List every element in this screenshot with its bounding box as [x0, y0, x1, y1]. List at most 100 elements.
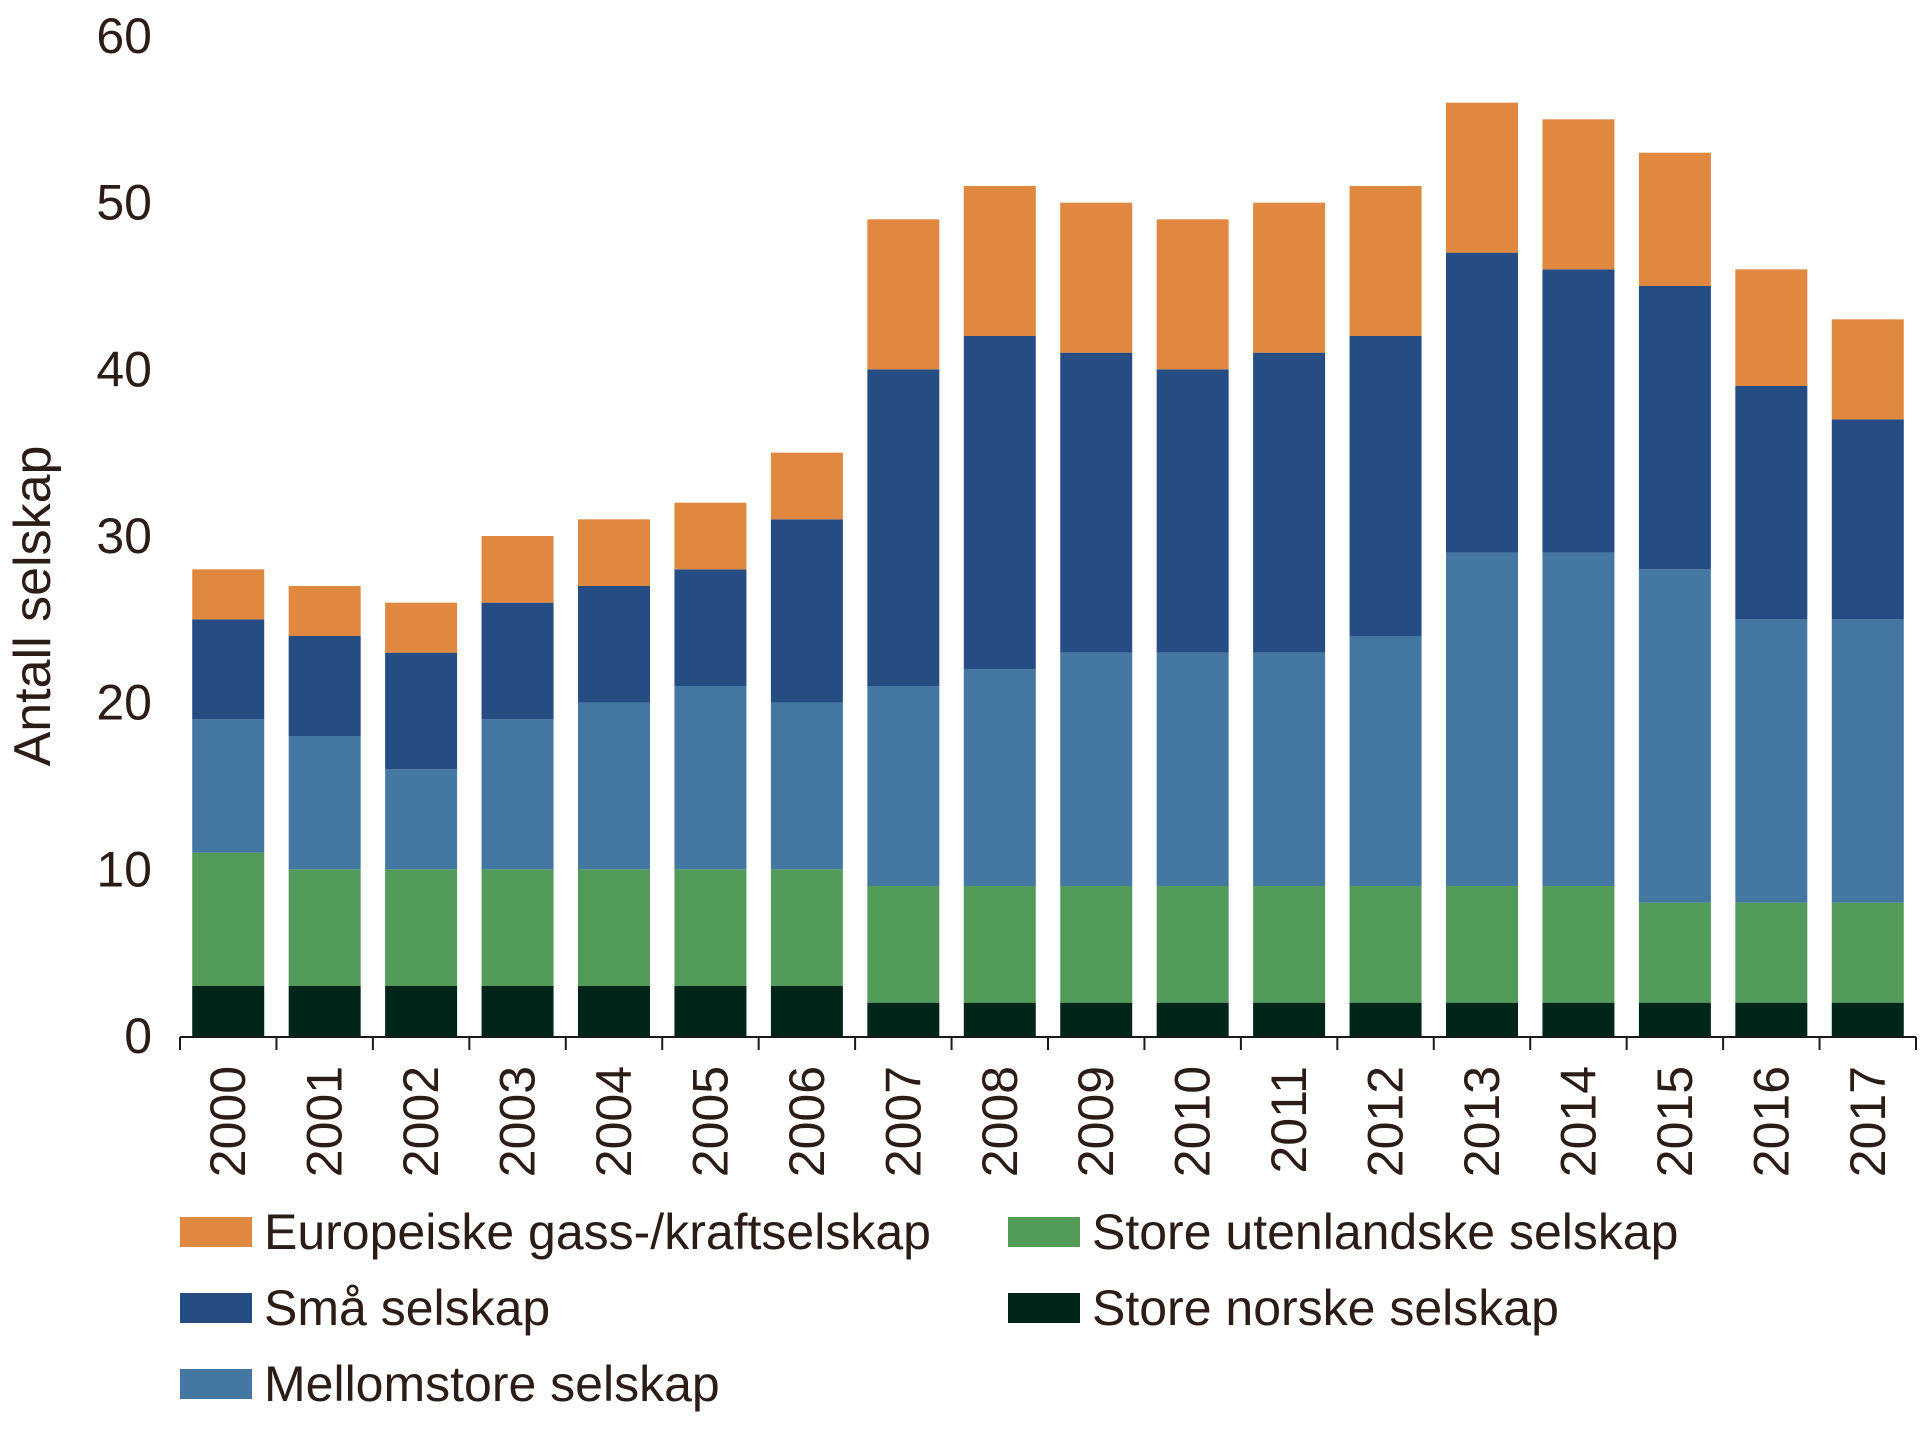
bar-group-2003 — [481, 536, 554, 1036]
x-tick-label-2015: 2015 — [1647, 1066, 1703, 1177]
bar-2000-series-1 — [192, 852, 265, 986]
bar-group-2000 — [192, 569, 265, 1036]
bar-2008-series-1 — [963, 886, 1036, 1003]
bar-2015-series-4 — [1638, 152, 1711, 286]
bar-group-2011 — [1253, 202, 1326, 1036]
bar-group-2017 — [1831, 319, 1904, 1036]
bar-group-2014 — [1542, 119, 1615, 1036]
legend-label: Store norske selskap — [1092, 1280, 1559, 1336]
bar-2015-series-1 — [1638, 902, 1711, 1003]
x-tick-label-2017: 2017 — [1840, 1066, 1896, 1177]
bar-2001-series-1 — [288, 869, 361, 986]
legend-swatch — [1008, 1217, 1080, 1247]
bar-2012-series-3 — [1349, 336, 1422, 636]
x-tick-label-2009: 2009 — [1068, 1066, 1124, 1177]
bar-2007-series-1 — [867, 886, 940, 1003]
bar-2016-series-4 — [1735, 269, 1808, 386]
bar-2001-series-2 — [288, 736, 361, 870]
bar-2008-series-0 — [963, 1002, 1036, 1036]
y-tick-label: 10 — [96, 841, 152, 897]
bar-2010-series-0 — [1156, 1002, 1229, 1036]
bar-group-2015 — [1638, 152, 1711, 1036]
bar-2003-series-2 — [481, 719, 554, 870]
bar-group-2006 — [770, 452, 843, 1036]
bar-2010-series-3 — [1156, 369, 1229, 653]
bar-2000-series-0 — [192, 986, 265, 1036]
bar-group-2012 — [1349, 186, 1422, 1036]
x-tick-label-2007: 2007 — [875, 1066, 931, 1177]
bar-group-2010 — [1156, 219, 1229, 1036]
bar-2014-series-1 — [1542, 886, 1615, 1003]
bar-2011-series-4 — [1253, 202, 1326, 353]
bar-2008-series-3 — [963, 336, 1036, 670]
bar-2005-series-0 — [674, 986, 747, 1036]
bar-2008-series-4 — [963, 186, 1036, 336]
y-tick-label: 60 — [96, 8, 152, 64]
legend-item: Store utenlandske selskap — [1008, 1204, 1678, 1260]
x-tick-label-2005: 2005 — [682, 1066, 738, 1177]
x-axis-ticks: 2000 2001 2002 2003 2004 2005 2006 2007 2008 2009… — [179, 1037, 1917, 1177]
bar-2014-series-3 — [1542, 269, 1615, 553]
legend-label: Mellomstore selskap — [264, 1356, 720, 1412]
bar-2003-series-1 — [481, 869, 554, 986]
bar-2016-series-0 — [1735, 1002, 1808, 1036]
y-tick-label: 20 — [96, 675, 152, 731]
bar-2014-series-2 — [1542, 552, 1615, 886]
bar-2004-series-0 — [578, 986, 650, 1036]
bar-group-2004 — [578, 519, 650, 1036]
bar-2010-series-4 — [1156, 219, 1229, 370]
bar-2011-series-0 — [1253, 1002, 1326, 1036]
bar-2006-series-1 — [770, 869, 843, 986]
bar-group-2013 — [1446, 102, 1518, 1036]
bar-2012-series-2 — [1349, 636, 1422, 886]
bar-2013-series-0 — [1446, 1002, 1518, 1036]
legend-item: Små selskap — [180, 1280, 550, 1336]
bar-2003-series-0 — [481, 986, 554, 1036]
bar-2013-series-1 — [1446, 886, 1518, 1003]
bar-2012-series-1 — [1349, 886, 1422, 1003]
bar-group-2002 — [385, 602, 458, 1036]
bar-2001-series-0 — [288, 986, 361, 1036]
bar-2008-series-2 — [963, 669, 1036, 886]
bar-2005-series-3 — [674, 569, 747, 686]
bar-2016-series-1 — [1735, 902, 1808, 1003]
bar-2006-series-2 — [770, 702, 843, 870]
bar-2016-series-2 — [1735, 619, 1808, 903]
bar-2015-series-0 — [1638, 1002, 1711, 1036]
bar-2016-series-3 — [1735, 386, 1808, 620]
bar-2012-series-4 — [1349, 186, 1422, 336]
bar-2005-series-1 — [674, 869, 747, 986]
x-tick-label-2010: 2010 — [1165, 1066, 1221, 1177]
x-tick-label-2014: 2014 — [1550, 1066, 1606, 1177]
x-tick-label-2008: 2008 — [972, 1066, 1028, 1177]
bar-2015-series-2 — [1638, 569, 1711, 903]
bar-2002-series-1 — [385, 869, 458, 986]
bar-group-2005 — [674, 502, 747, 1036]
bar-2011-series-2 — [1253, 652, 1326, 886]
x-tick-label-2016: 2016 — [1743, 1066, 1799, 1177]
legend-label: Europeiske gass-/kraftselskap — [264, 1204, 931, 1260]
bar-2009-series-4 — [1060, 202, 1133, 353]
bar-2002-series-4 — [385, 602, 458, 653]
legend-label: Store utenlandske selskap — [1092, 1204, 1678, 1260]
bar-2010-series-1 — [1156, 886, 1229, 1003]
bar-2017-series-3 — [1831, 419, 1904, 620]
bar-2006-series-3 — [770, 519, 843, 703]
bar-2007-series-2 — [867, 686, 940, 886]
bar-2011-series-1 — [1253, 886, 1326, 1003]
y-tick-label: 30 — [96, 508, 152, 564]
bar-2017-series-4 — [1831, 319, 1904, 420]
bar-2001-series-4 — [288, 586, 361, 636]
bar-2000-series-3 — [192, 619, 265, 720]
legend: Europeiske gass-/kraftselskap Små selskap… — [180, 1204, 1678, 1412]
x-tick-label-2002: 2002 — [393, 1066, 449, 1177]
bar-2003-series-3 — [481, 602, 554, 720]
bar-2002-series-3 — [385, 652, 458, 770]
y-axis-title: Antall selskap — [4, 446, 62, 767]
y-tick-label: 50 — [96, 175, 152, 231]
bar-2009-series-0 — [1060, 1002, 1133, 1036]
bar-2009-series-2 — [1060, 652, 1133, 886]
bar-2001-series-3 — [288, 636, 361, 736]
legend-swatch — [1008, 1293, 1080, 1323]
y-axis-ticks: 0 10 20 30 40 50 60 — [96, 8, 152, 1064]
